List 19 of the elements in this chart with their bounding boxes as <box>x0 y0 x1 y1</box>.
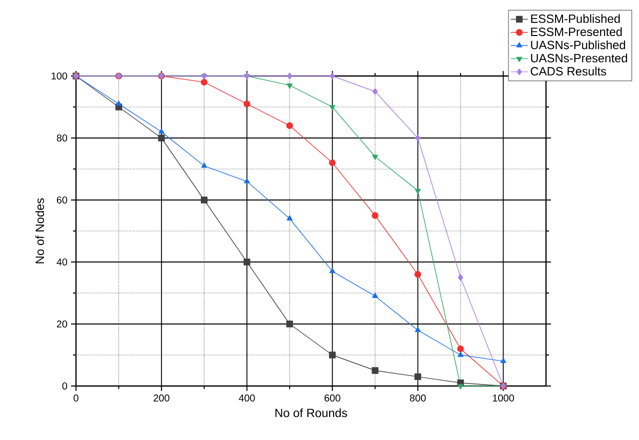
x-tick-label: 200 <box>154 394 170 402</box>
x-tick-label: 800 <box>410 394 426 402</box>
y-axis-title: No of Nodes <box>35 198 44 264</box>
legend-label: ESSM-Published <box>531 14 620 23</box>
x-tick-label: 0 <box>74 394 78 402</box>
y-tick-label: 20 <box>56 320 68 328</box>
y-tick-label: 60 <box>56 196 68 204</box>
y-tick-label: 100 <box>52 72 68 80</box>
y-tick-label: 40 <box>56 258 68 266</box>
legend-label: UASNs-Presented <box>531 54 628 62</box>
y-tick-label: 80 <box>56 134 68 142</box>
legend-label: UASNs-Published <box>531 40 626 50</box>
x-tick-label: 400 <box>238 394 255 402</box>
x-tick-label: 600 <box>324 394 340 402</box>
legend-label: ESSM-Presented <box>531 27 622 36</box>
legend-label: CADS Results <box>530 66 606 76</box>
x-axis-title: No of Rounds <box>275 408 348 418</box>
x-tick-label: 1000 <box>492 394 514 402</box>
y-tick-label: 0 <box>62 382 68 390</box>
